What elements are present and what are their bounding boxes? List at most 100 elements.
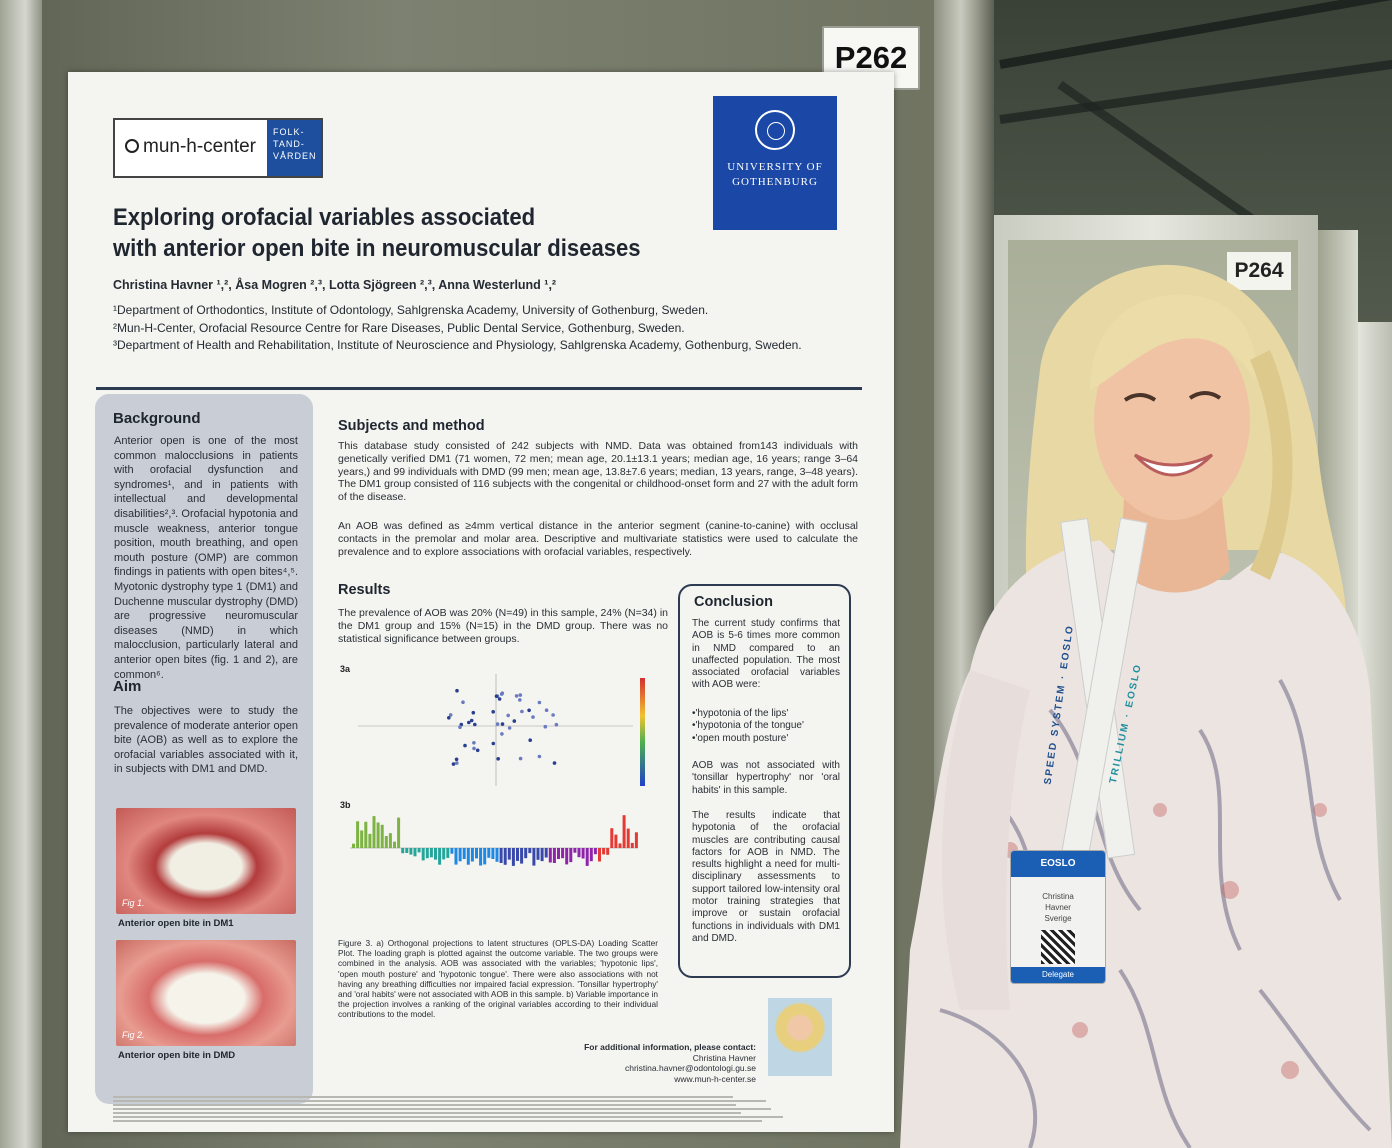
chart-3b-bar xyxy=(454,848,458,865)
chart-3a-point xyxy=(451,762,456,766)
chart-3b-bar xyxy=(516,848,519,861)
reference-line xyxy=(113,1100,766,1102)
chart-3b-bar xyxy=(544,848,548,858)
chart-3b-svg xyxy=(350,815,638,866)
chart-3b-bar xyxy=(618,843,622,848)
chart-3b-bar xyxy=(532,848,536,866)
chart-3a-point xyxy=(554,722,559,727)
eye-left xyxy=(1123,393,1157,402)
chart-3b-label: 3b xyxy=(340,800,351,810)
chart-3b-bar xyxy=(491,848,495,859)
chart-3a-point xyxy=(467,720,471,725)
conclusion-list: •'hypotonia of the lips' •'hypotonia of … xyxy=(692,708,804,744)
chart-3b-bar xyxy=(495,848,499,862)
reference-line xyxy=(113,1120,762,1122)
mun-h-center-logo-icon xyxy=(125,139,139,153)
chart-3a-point xyxy=(518,693,523,697)
chart-3a-point xyxy=(475,748,480,753)
chart-3a-point xyxy=(506,713,510,718)
chart-3a-point xyxy=(499,692,504,696)
figure-2-caption: Anterior open bite in DMD xyxy=(118,1050,236,1061)
chart-3a-point xyxy=(528,738,532,742)
background-text: Anterior open is one of the most common … xyxy=(114,435,299,681)
chart-3a-point xyxy=(461,700,465,704)
methods-paragraph-2: An AOB was defined as ≥4mm vertical dist… xyxy=(338,520,858,558)
chart-3a-point xyxy=(491,741,496,746)
chart-3b-bar xyxy=(630,842,634,848)
chart-3b-bar xyxy=(557,848,560,859)
figure-3-caption: Figure 3. a) Orthogonal projections to l… xyxy=(338,938,658,1020)
figure-2-photo: Fig 2. xyxy=(116,940,296,1046)
conclusion-heading: Conclusion xyxy=(694,594,773,610)
chart-3b-bar xyxy=(450,848,454,854)
chart-3b-bar xyxy=(610,828,614,848)
chart-3b-bar xyxy=(409,848,413,855)
reference-line xyxy=(113,1112,742,1114)
chart-3b-bar xyxy=(479,848,483,866)
university-seal-icon xyxy=(755,110,795,150)
methods-heading: Subjects and method xyxy=(338,418,485,434)
chart-3b-bar xyxy=(458,848,462,862)
chart-3b-bar xyxy=(614,834,618,848)
poster-authors: Christina Havner ¹,², Åsa Mogren ²,³, Lo… xyxy=(113,278,557,292)
chart-3b-bar xyxy=(429,848,433,858)
badge-name-lines: Christina Havner Sverige xyxy=(1042,892,1074,923)
chart-3a-point xyxy=(494,694,499,698)
chart-3b-bar xyxy=(548,848,552,863)
folktandvarden-logo: FOLK- TAND- VÅRDEN xyxy=(267,120,321,176)
poster: mun-h-center FOLK- TAND- VÅRDEN UNIVERSI… xyxy=(68,72,894,1132)
figure-1-photo: Fig 1. xyxy=(116,808,296,914)
hair-front xyxy=(1090,294,1256,390)
figure-1-caption: Anterior open bite in DM1 xyxy=(118,918,234,929)
chart-3a-colorbar xyxy=(640,678,645,786)
poster-title: Exploring orofacial variables associated… xyxy=(113,204,641,262)
chart-3a-point xyxy=(552,761,557,765)
chart-3a-point xyxy=(469,718,474,723)
conclusion-paragraph-3: The results indicate that hypotonia of t… xyxy=(692,810,840,944)
chart-3b-bar xyxy=(552,848,556,863)
chart-3b-bar xyxy=(380,824,384,848)
chart-3b-bar xyxy=(372,816,376,848)
chart-3b-bar xyxy=(602,848,606,855)
results-text: The prevalence of AOB was 20% (N=49) in … xyxy=(338,607,668,645)
mun-h-center-logo: mun-h-center FOLK- TAND- VÅRDEN xyxy=(113,118,323,178)
chart-3b-bar xyxy=(593,848,597,855)
reference-line xyxy=(113,1108,772,1110)
chart-3a-point xyxy=(537,754,542,759)
chart-3b-bar xyxy=(405,848,409,853)
chart-3b-bar xyxy=(536,848,540,860)
chart-3b-bar xyxy=(364,821,368,848)
chart-3b-bar xyxy=(622,815,626,848)
name-badge: EOSLO Christina Havner Sverige Delegate xyxy=(1010,850,1106,984)
chart-3b-bar xyxy=(368,833,372,848)
results-heading: Results xyxy=(338,582,391,598)
chart-3a-point xyxy=(455,688,459,693)
logo-name: mun-h-center xyxy=(143,136,256,157)
university-of-gothenburg-logo: UNIVERSITY OF GOTHENBURG xyxy=(713,96,837,230)
conclusion-paragraph-1: The current study confirms that AOB is 5… xyxy=(692,618,840,691)
chart-3b-bar xyxy=(384,836,388,848)
chart-3b-bar xyxy=(528,848,532,854)
arm xyxy=(941,670,1030,1010)
figure-3b-bar-plot: 3b xyxy=(338,800,656,928)
chart-3b-bar xyxy=(388,833,392,848)
poster-affiliations: ¹Department of Orthodontics, Institute o… xyxy=(113,303,802,352)
chart-3a-point xyxy=(531,715,535,719)
chart-3a-point xyxy=(459,722,464,727)
chart-3b-bar xyxy=(598,848,601,862)
chart-3b-bar xyxy=(520,848,524,864)
chart-3a-point xyxy=(472,746,476,751)
chart-3b-bar xyxy=(511,848,515,866)
aim-text: The objectives were to study the prevale… xyxy=(114,705,298,776)
smile xyxy=(1133,453,1214,477)
chart-3b-bar xyxy=(425,848,429,859)
chart-3a-point xyxy=(497,697,502,701)
chart-3b-bar xyxy=(462,848,466,859)
chart-3b-bar xyxy=(393,841,396,848)
chart-3a-svg xyxy=(358,674,645,786)
chart-3b-bar xyxy=(540,848,544,862)
presenter-person xyxy=(900,264,1392,1148)
chart-3b-bar xyxy=(475,848,478,859)
chart-3a-point xyxy=(520,709,524,714)
figure-3a-scatter-plot: 3a xyxy=(338,664,656,794)
